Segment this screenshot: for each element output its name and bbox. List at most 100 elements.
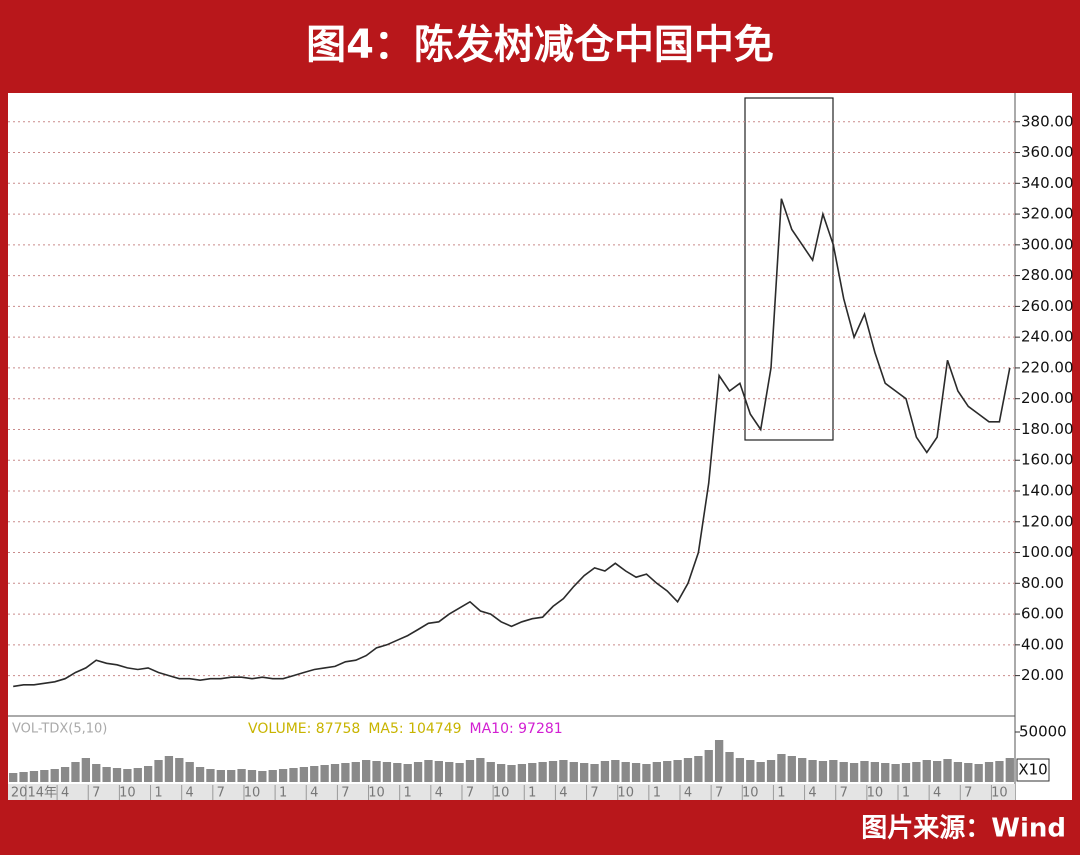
volume-bar	[185, 762, 194, 782]
volume-bar	[372, 761, 381, 782]
volume-bar	[123, 769, 132, 782]
volume-bar	[964, 763, 973, 782]
volume-bar	[766, 760, 776, 782]
volume-bar	[548, 761, 558, 782]
volume-bar	[1005, 758, 1014, 782]
x-tick-label: 7	[217, 786, 225, 801]
x-axis-band	[8, 784, 1015, 800]
x-tick-label: 1	[902, 786, 910, 801]
volume-bar	[580, 763, 589, 782]
volume-bar	[881, 763, 890, 782]
x-tick-label: 10	[493, 786, 510, 801]
volume-bar	[932, 761, 942, 782]
volume-bar	[517, 764, 527, 782]
volume-bar	[600, 761, 610, 782]
volume-bar	[746, 760, 755, 782]
volume-bar	[974, 764, 983, 782]
chart-panel	[8, 93, 1072, 800]
volume-bar	[808, 760, 817, 782]
y-tick-label: 100.00	[1021, 543, 1074, 561]
volume-bar	[19, 772, 28, 782]
x-tick-label: 10	[119, 786, 136, 801]
volume-bar	[71, 762, 80, 782]
x-tick-label: 4	[61, 786, 69, 801]
volume-bar	[694, 756, 703, 782]
volume-bar	[424, 760, 433, 782]
volume-bar	[227, 770, 236, 782]
volume-bar	[164, 756, 174, 782]
volume-bar	[829, 760, 838, 782]
volume-bar	[725, 752, 734, 782]
volume-bar	[901, 763, 911, 782]
volume-bar	[652, 762, 661, 782]
y-tick-label: 380.00	[1021, 112, 1074, 130]
x-tick-label: 4	[559, 786, 567, 801]
volume-bar	[258, 771, 267, 782]
x-tick-label: 10	[742, 786, 759, 801]
volume-bar	[143, 766, 153, 782]
x-tick-label: 1	[777, 786, 785, 801]
volume-bar	[538, 762, 547, 782]
volume-bar	[486, 762, 495, 782]
y-tick-label: 280.00	[1021, 266, 1074, 284]
volume-bar	[393, 763, 402, 782]
y-tick-label: 340.00	[1021, 174, 1074, 192]
y-tick-label: 50000	[1019, 723, 1067, 741]
volume-bar	[195, 767, 205, 782]
volume-bar	[777, 754, 786, 782]
source: 图片来源：Wind	[861, 814, 1066, 844]
volume-bar	[216, 770, 225, 782]
volume-bar	[870, 762, 880, 782]
volume-bar	[206, 769, 215, 782]
volume-bar	[663, 761, 672, 782]
x-tick-label: 1	[653, 786, 661, 801]
volume-bar	[112, 768, 122, 782]
y-tick-label: 240.00	[1021, 328, 1074, 346]
x-tick-label: 7	[964, 786, 972, 801]
volume-bar	[465, 760, 475, 782]
x-tick-label: 7	[715, 786, 723, 801]
volume-bar	[704, 750, 713, 782]
y-tick-label: 320.00	[1021, 205, 1074, 223]
volume-bar	[29, 771, 39, 782]
x-tick-label: 4	[186, 786, 194, 801]
volume-bar	[995, 761, 1004, 782]
volume-bar	[943, 759, 952, 782]
x-tick-label: 4	[310, 786, 318, 801]
volume-bar	[984, 762, 994, 782]
chart-title: 图4：陈发树减仓中国中免	[306, 22, 774, 68]
x-tick-label: 7	[341, 786, 349, 801]
volume-bar	[50, 769, 59, 782]
x-tick-label: 4	[435, 786, 443, 801]
volume-bar	[673, 760, 682, 782]
volume-bar	[476, 758, 485, 782]
volume-bar	[953, 762, 963, 782]
y-tick-label: 140.00	[1021, 482, 1074, 500]
x-tick-label: 10	[244, 786, 261, 801]
volume-bar	[299, 767, 309, 782]
volume-bar	[860, 761, 869, 782]
y-tick-label: 360.00	[1021, 143, 1074, 161]
x-tick-label: 10	[991, 786, 1008, 801]
y-tick-label: 120.00	[1021, 512, 1074, 530]
volume-bar	[133, 768, 142, 782]
volume-bar	[330, 764, 340, 782]
volume-bar	[382, 762, 392, 782]
x-tick-label: 4	[933, 786, 941, 801]
y-tick-label: 220.00	[1021, 358, 1074, 376]
x-tick-label: 7	[466, 786, 474, 801]
volume-bar	[683, 758, 693, 782]
volume-bar	[621, 762, 630, 782]
volume-bar	[289, 768, 298, 782]
x-tick-label: 7	[590, 786, 598, 801]
multiplier-box	[1016, 758, 1050, 782]
volume-bar	[351, 762, 360, 782]
volume-bar	[631, 763, 641, 782]
y-tick-label: 300.00	[1021, 235, 1074, 253]
x-tick-label: 4	[684, 786, 692, 801]
volume-bar	[735, 758, 745, 782]
indicator-readout: MA10: 97281	[470, 721, 563, 737]
volume-bar	[341, 763, 350, 782]
x-tick-label: 10	[617, 786, 634, 801]
